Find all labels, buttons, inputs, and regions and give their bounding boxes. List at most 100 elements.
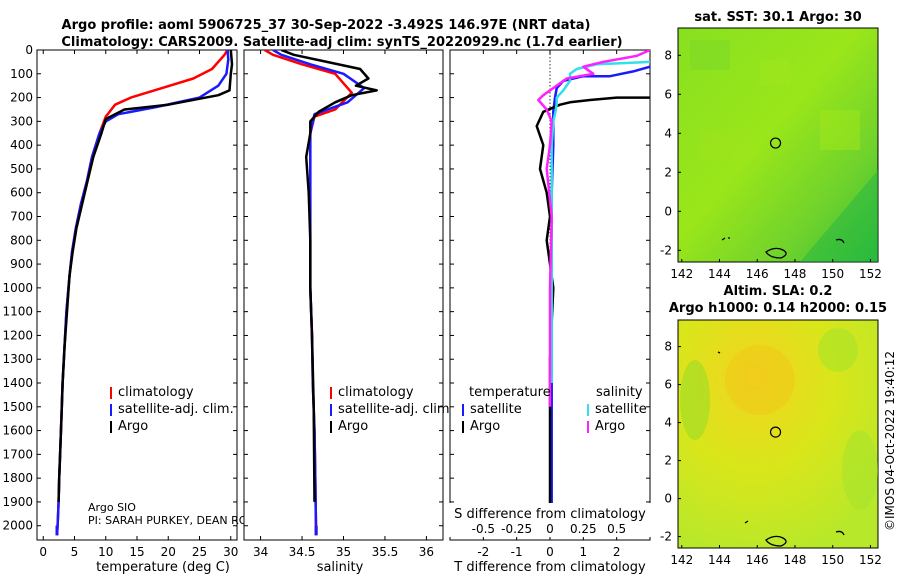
depth-tick-label: 1700 <box>2 447 33 461</box>
lat-tick-label: 6 <box>664 87 672 101</box>
lat-tick-label: 0 <box>664 204 672 218</box>
t-difference-axis-label: T difference from climatology <box>453 560 646 575</box>
salinity-axis-label: salinity <box>317 560 364 575</box>
lon-tick-label: 142 <box>670 267 693 281</box>
depth-tick-label: 2000 <box>2 519 33 533</box>
depth-tick-label: 200 <box>10 91 33 105</box>
sst-lat-ticks: -2 0 2 4 6 8 <box>660 48 681 257</box>
lat-tick-label: 4 <box>664 126 672 140</box>
credit-timestamp: ©IMOS 04-Oct-2022 19:40:12 <box>883 351 897 531</box>
s-difference-axis-label: S difference from climatology <box>454 507 646 522</box>
x-tick-label: 2 <box>613 545 621 559</box>
temperature-panel: 0100200300400500600700800900100011001200… <box>2 43 247 575</box>
sst-argo-location-marker <box>769 137 782 149</box>
x-tick-label: 20 <box>161 545 176 559</box>
legend-argo-t: Argo <box>470 419 500 434</box>
lat-tick-label: 8 <box>664 340 672 354</box>
pi-line2: PI: SARAH PURKEY, DEAN RO <box>88 514 248 527</box>
temperature-axis-label: temperature (deg C) <box>96 560 230 575</box>
depth-tick-label: 1400 <box>2 376 33 390</box>
lon-tick-label: 150 <box>821 267 844 281</box>
x-tick-label: 36 <box>419 545 434 559</box>
depth-tick-label: 1200 <box>2 328 33 342</box>
sla-argo-location-marker <box>769 426 782 438</box>
depth-tick-label: 0 <box>25 43 33 57</box>
temperature-lines <box>55 50 234 536</box>
legend-temperature-header: temperature <box>469 385 551 400</box>
lon-tick-label: 146 <box>746 553 769 567</box>
legend-satellite-t: satellite <box>470 402 522 417</box>
lon-tick-label: 152 <box>859 553 882 567</box>
x-tick-label: 0 <box>39 545 47 559</box>
sst-map-title: sat. SST: 30.1 Argo: 30 <box>694 10 861 25</box>
lon-tick-label: 148 <box>784 267 807 281</box>
s-difference-tick-label: -0.5 <box>472 522 495 536</box>
salinity-x-ticks: 34 34.5 35 35.5 36 <box>253 50 434 559</box>
legend-satellite-s: satellite <box>595 402 647 417</box>
salinity-depth-ticks <box>244 49 443 527</box>
salinity-axes-frame <box>243 49 444 541</box>
sst-lon-ticks: 142 144 146 148 150 152 <box>670 259 882 281</box>
difference-x-ticks: -2 -1 0 1 2 <box>477 50 620 559</box>
salinity-panel: 34 34.5 35 35.5 36 salinity climatology sate… <box>243 49 454 575</box>
lon-tick-label: 150 <box>821 553 844 567</box>
depth-tick-label: 500 <box>10 162 33 176</box>
depth-tick-label: 100 <box>10 67 33 81</box>
temperature-x-ticks: 0 5 10 15 20 25 30 <box>39 50 238 559</box>
sst-texture <box>690 40 878 262</box>
sst-field <box>677 27 879 263</box>
x-tick-label: 35 <box>336 545 351 559</box>
lat-tick-label: 0 <box>664 492 672 506</box>
legend-salinity-header: salinity <box>596 385 643 400</box>
figure-title-line2: Climatology: CARS2009. Satellite-adj cli… <box>61 35 622 50</box>
s-difference-ticks: -0.5 -0.25 0 0.25 0.5 <box>472 522 627 536</box>
depth-tick-label: 400 <box>10 138 33 152</box>
figure-title-line1: Argo profile: aoml 5906725_37 30-Sep-202… <box>62 18 591 33</box>
lon-tick-label: 152 <box>859 267 882 281</box>
lon-tick-label: 148 <box>784 553 807 567</box>
lon-tick-label: 142 <box>670 553 693 567</box>
s-difference-tick-label: 0.5 <box>607 522 626 536</box>
sla-map-panel: Altim. SLA: 0.2 Argo h1000: 0.14 h2000: … <box>660 284 887 567</box>
depth-tick-label: 600 <box>10 186 33 200</box>
sst-map-panel: sat. SST: 30.1 Argo: 30 142 144 146 148 150 1… <box>660 10 882 281</box>
sla-texture <box>680 328 878 510</box>
lon-tick-label: 146 <box>746 267 769 281</box>
x-tick-label: 1 <box>580 545 588 559</box>
sal-legend-satellite-adj: satellite-adj. clim. <box>338 402 454 417</box>
legend-argo: Argo <box>118 419 148 434</box>
temperature-legend: climatology satellite-adj. clim. Argo <box>110 385 234 434</box>
x-tick-label: 30 <box>223 545 238 559</box>
legend-argo-s: Argo <box>595 419 625 434</box>
difference-legend: temperature salinity satellite Argo sate… <box>462 385 647 434</box>
depth-tick-label: 800 <box>10 233 33 247</box>
depth-tick-label: 1900 <box>2 495 33 509</box>
x-tick-label: 34.5 <box>289 545 316 559</box>
depth-ticks: 0 100 200 300 400 500 600 700 800 900 1000 1100 1200… <box>2 43 237 533</box>
pi-line1: Argo SIO <box>88 501 136 514</box>
depth-tick-label: 700 <box>10 210 33 224</box>
s-difference-tick-label: 0.25 <box>570 522 597 536</box>
sla-map-title-line2: Argo h1000: 0.14 h2000: 0.15 <box>669 301 887 316</box>
difference-lines <box>535 50 650 536</box>
profile-line-argo-salinity- <box>537 50 650 407</box>
s-difference-tick-label: 0 <box>546 522 554 536</box>
depth-tick-label: 1600 <box>2 424 33 438</box>
temperature-axes-frame <box>36 49 238 541</box>
sla-map-title-line1: Altim. SLA: 0.2 <box>724 284 833 299</box>
difference-panel: -2 -1 0 1 2 S difference from climatology -0… <box>449 49 651 575</box>
sst-coastline <box>721 237 845 259</box>
lon-tick-label: 144 <box>708 553 731 567</box>
x-tick-label: 34 <box>253 545 268 559</box>
legend-satellite-adj: satellite-adj. clim. <box>118 402 234 417</box>
x-tick-label: 25 <box>192 545 207 559</box>
depth-tick-label: 1800 <box>2 471 33 485</box>
sal-legend-climatology: climatology <box>338 385 414 400</box>
depth-tick-label: 1300 <box>2 352 33 366</box>
depth-tick-label: 900 <box>10 257 33 271</box>
lat-tick-label: 2 <box>664 165 672 179</box>
x-tick-label: 15 <box>129 545 144 559</box>
lat-tick-label: 4 <box>664 416 672 430</box>
lat-tick-label: 6 <box>664 378 672 392</box>
